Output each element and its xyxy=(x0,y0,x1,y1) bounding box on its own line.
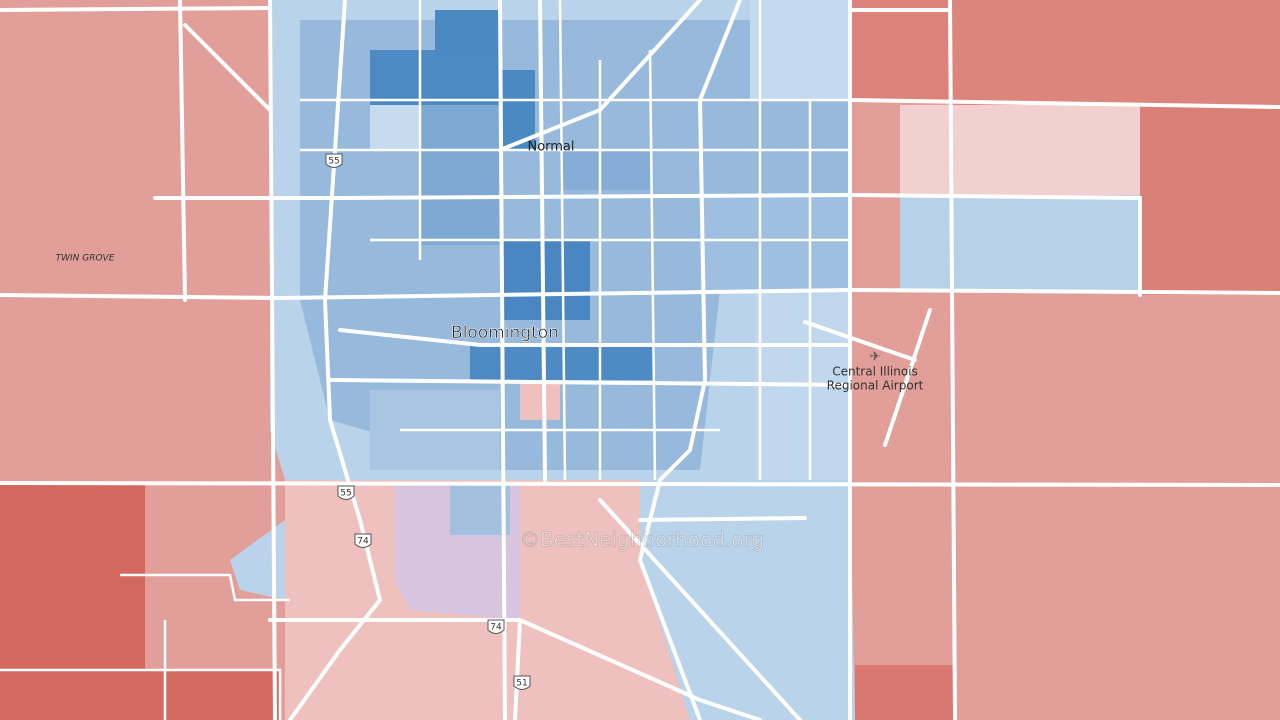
shield-shape xyxy=(354,533,372,548)
shield-number: 51 xyxy=(516,679,527,689)
shields: 55 55 74 74 51 xyxy=(325,153,531,690)
shield-shape xyxy=(325,153,343,168)
shield-number: 55 xyxy=(328,157,339,167)
watermark: ©BestNeighborhood.org xyxy=(520,528,764,552)
shield-shape xyxy=(513,675,531,690)
shield-shape xyxy=(337,485,355,500)
shield-number: 74 xyxy=(357,537,369,547)
shield-shape xyxy=(487,619,505,634)
highway-shield: 55 xyxy=(325,153,343,168)
labels: Normal Bloomington TWIN GROVE ✈ Central … xyxy=(56,140,924,552)
area-label: TWIN GROVE xyxy=(56,254,115,264)
shield-number: 74 xyxy=(490,623,502,633)
city-label: Normal xyxy=(527,140,574,155)
highway-shield: 74 xyxy=(354,533,372,548)
shield-number: 55 xyxy=(340,489,351,499)
highway-shield: 74 xyxy=(487,619,505,634)
airport-label: Central Illinois xyxy=(832,365,918,379)
airport-icon: ✈ xyxy=(870,350,881,365)
city-label: Bloomington xyxy=(451,323,559,343)
airport-label: Regional Airport xyxy=(827,379,924,393)
highway-shield: 55 xyxy=(337,485,355,500)
highway-shield: 51 xyxy=(513,675,531,690)
